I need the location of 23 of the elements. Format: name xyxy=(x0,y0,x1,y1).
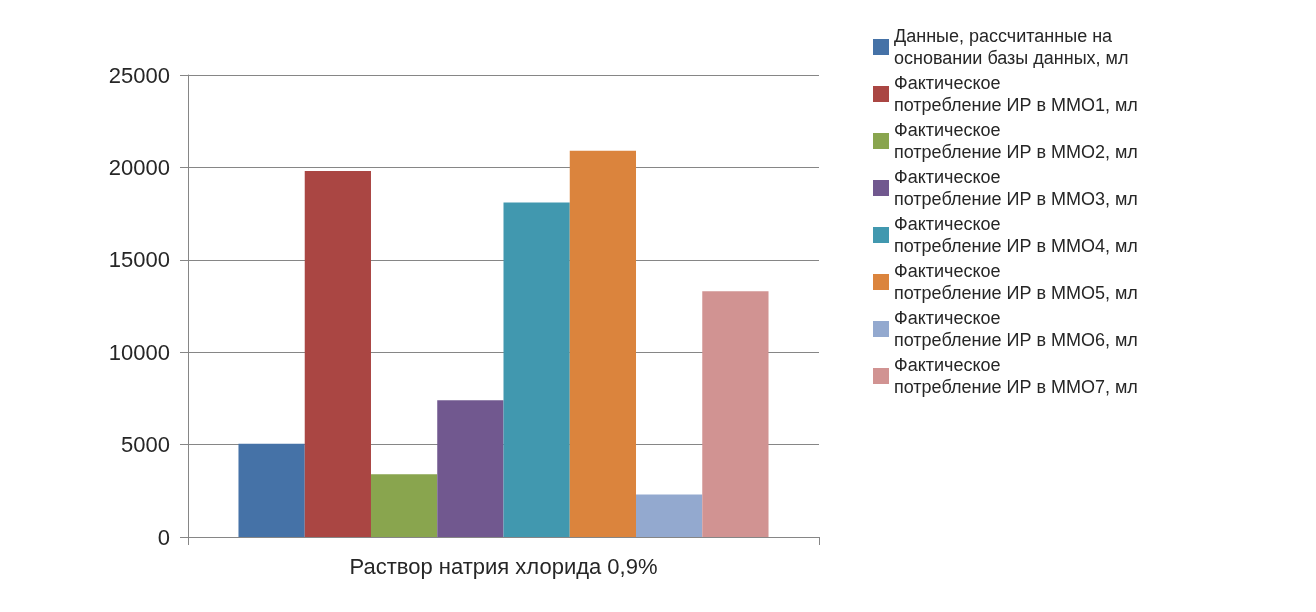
legend-label: Фактическое потребление ИР в ММО6, мл xyxy=(894,308,1138,350)
legend-label: Фактическое потребление ИР в ММО2, мл xyxy=(894,120,1138,162)
legend-label: Фактическое потребление ИР в ММО7, мл xyxy=(894,355,1138,397)
x-tick-label: Раствор натрия хлорида 0,9% xyxy=(349,553,658,579)
bar xyxy=(437,400,504,537)
y-tick-label: 15000 xyxy=(108,247,170,273)
y-tick-label: 0 xyxy=(157,524,170,550)
bar xyxy=(503,202,570,537)
y-tick-label: 25000 xyxy=(108,62,170,88)
legend-label: Фактическое потребление ИР в ММО3, мл xyxy=(894,167,1138,209)
y-tick-label: 20000 xyxy=(108,154,170,180)
y-tick-label: 5000 xyxy=(121,432,170,458)
legend-label: Фактическое потребление ИР в ММО4, мл xyxy=(894,214,1138,256)
bar xyxy=(370,474,438,537)
bar xyxy=(304,171,371,537)
legend-label: Фактическое потребление ИР в ММО5, мл xyxy=(894,261,1138,303)
legend-label: Данные, рассчитанные на основании базы данных, мл xyxy=(894,26,1129,68)
bar xyxy=(636,494,703,537)
bar xyxy=(702,291,769,537)
y-tick-label: 10000 xyxy=(108,339,170,365)
bar xyxy=(238,443,305,537)
legend-label: Фактическое потребление ИР в ММО1, мл xyxy=(894,73,1138,115)
bar xyxy=(569,150,637,537)
